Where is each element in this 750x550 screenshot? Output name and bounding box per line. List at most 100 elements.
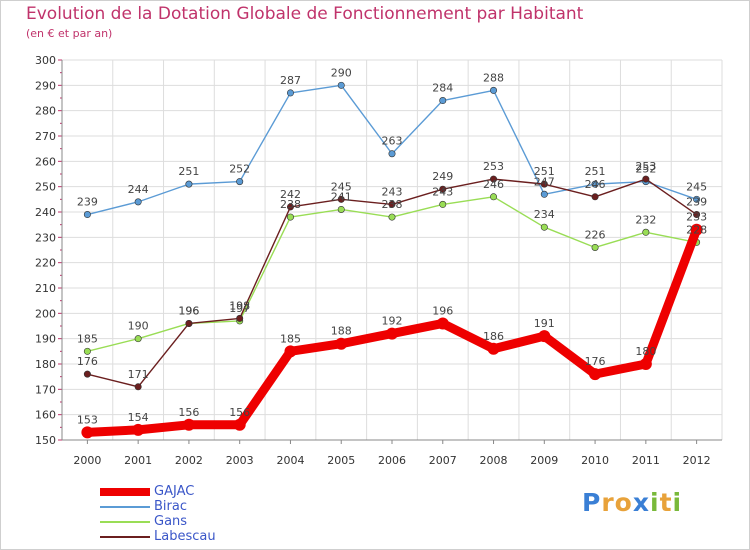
point-birac [388,150,396,158]
legend-item-gajac: GAJAC [100,484,240,499]
line-chart: 150 160 170 180 190 200 210 220 230 240 250 260 270 2… [35,54,723,467]
point-birac [83,211,91,219]
data-label-gans: 238 [382,198,403,211]
data-label-gajac: 233 [686,211,707,224]
point-birac [185,180,193,188]
legend-label: Gans [154,514,188,529]
x-tick-label: 2001 [124,454,152,467]
data-label-birac: 251 [585,165,606,178]
data-label-gajac: 196 [432,304,453,317]
point-gans [439,200,447,208]
y-tick-label: 280 [35,105,56,118]
x-tick-label: 2004 [276,454,304,467]
x-tick-label: 2005 [327,454,355,467]
x-tick-label: 2009 [530,454,558,467]
logo-letter: r [601,488,615,517]
point-labescau [286,203,294,211]
legend-item-gans: Gans [100,514,240,529]
legend-label: Birac [154,499,187,514]
point-gans [337,205,345,213]
data-label-birac: 239 [77,196,98,209]
data-label-birac: 284 [432,82,453,95]
data-label-gans: 228 [686,223,707,236]
data-label-gans: 190 [128,320,149,333]
data-label-labescau: 253 [635,160,656,173]
legend-item-labescau: Labescau [100,529,240,544]
data-label-labescau: 249 [432,170,453,183]
point-birac [236,178,244,186]
x-tick-label: 2007 [429,454,457,467]
data-label-gans: 243 [432,185,453,198]
data-label-gans: 196 [178,304,199,317]
data-label-gans: 232 [635,213,656,226]
data-label-birac: 252 [635,163,656,176]
data-label-gajac: 180 [635,345,656,358]
point-gajac [690,223,703,236]
proxiti-logo: Proxiti [582,488,682,517]
legend: GAJAC Birac Gans Labescau [100,484,240,544]
data-label-labescau: 198 [229,299,250,312]
point-gans [388,213,396,221]
x-tick-label: 2008 [480,454,508,467]
point-gans [642,228,650,236]
data-label-labescau: 196 [178,304,199,317]
legend-swatch [100,521,150,523]
chart-subtitle: (en € et par an) [26,27,113,40]
y-tick-label: 220 [35,257,56,270]
data-label-labescau: 251 [534,165,555,178]
data-label-labescau: 171 [128,368,149,381]
data-label-labescau: 246 [585,178,606,191]
x-tick-label: 2002 [175,454,203,467]
chart-title: Evolution de la Dotation Globale de Fonc… [26,4,584,24]
y-tick-label: 160 [35,409,56,422]
data-label-labescau: 239 [686,196,707,209]
point-gajac [436,317,449,330]
y-tick-label: 230 [35,231,56,244]
data-label-gans: 197 [229,302,250,315]
data-label-birac: 245 [686,180,707,193]
point-gajac [284,345,297,358]
y-tick-label: 250 [35,181,56,194]
point-gans [490,193,498,201]
point-birac [591,180,599,188]
y-tick-label: 190 [35,333,56,346]
data-label-birac: 263 [382,135,403,148]
legend-label: Labescau [154,529,216,544]
point-birac [134,198,142,206]
data-label-gans: 246 [483,178,504,191]
legend-label: GAJAC [154,484,195,499]
point-labescau [337,195,345,203]
point-gans [286,213,294,221]
y-tick-label: 290 [35,79,56,92]
point-labescau [642,175,650,183]
data-label-gajac: 186 [483,330,504,343]
x-tick-label: 2006 [378,454,406,467]
point-gans [540,223,548,231]
data-label-birac: 290 [331,66,352,79]
point-birac [286,89,294,97]
point-birac [693,195,701,203]
point-labescau [388,200,396,208]
data-label-gajac: 185 [280,332,301,345]
legend-swatch [100,506,150,508]
point-gajac [233,418,246,431]
point-gajac [386,327,398,340]
point-labescau [83,370,91,378]
data-label-gans: 226 [585,228,606,241]
data-label-gajac: 176 [585,355,606,368]
point-gans [134,335,142,343]
data-label-gajac: 191 [534,317,555,330]
data-label-birac: 251 [178,165,199,178]
data-label-gajac: 154 [128,411,149,424]
data-label-gajac: 153 [77,413,98,426]
point-gajac [81,426,94,439]
point-gans [591,243,599,251]
logo-letter: x [632,488,650,517]
logo-letter: t [659,488,673,517]
data-label-gans: 238 [280,198,301,211]
data-label-labescau: 242 [280,188,301,201]
point-gajac [335,337,348,350]
point-labescau [540,180,548,188]
y-tick-label: 240 [35,206,56,219]
